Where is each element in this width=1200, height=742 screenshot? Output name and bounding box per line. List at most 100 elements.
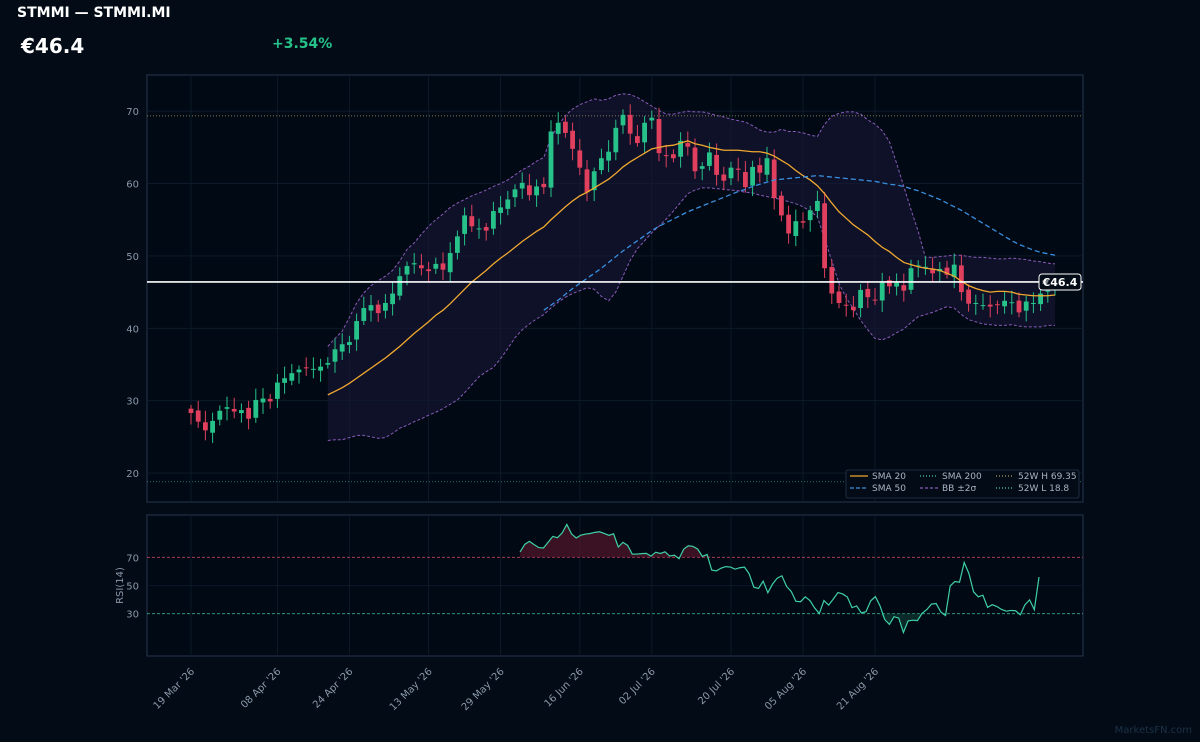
candle-body [390,293,395,305]
candle-body [894,282,899,287]
candle-body [1031,302,1036,304]
x-tick-label: 13 May '26 [388,666,435,713]
candle-body [275,382,280,399]
candle-body [375,304,381,314]
candle-body [505,199,511,209]
candle-body [527,185,532,196]
candle-body [462,215,467,234]
candle-body [980,305,986,307]
candle-body [411,263,417,265]
candle-body [786,214,791,234]
candle-body [1009,302,1015,304]
candle-body [1023,301,1029,311]
candle-body [822,203,827,269]
legend-label: 52W H 69.35 [1018,472,1077,482]
x-tick-label: 24 Apr '26 [311,666,355,710]
candle-body [296,369,302,373]
candle-body [635,136,640,144]
candle-body [973,302,979,304]
candle-body [512,189,518,198]
candle-body [714,154,719,175]
legend-label: 52W L 18.8 [1018,484,1069,494]
candle-body [455,236,460,253]
last-price-badge [1038,273,1082,291]
candle-body [1045,290,1051,292]
x-tick-label: 16 Jun '26 [543,666,586,709]
candle-body [419,265,424,269]
candle-body [872,299,878,301]
candle-body [383,302,388,311]
candle-body [721,174,727,181]
candle-body [865,288,871,298]
candle-body [483,227,489,231]
y-tick-label: 20 [126,469,139,480]
candle-body [779,195,784,216]
candle-body [253,399,259,418]
candle-body [476,228,482,230]
candle-body [692,147,698,172]
candle-body [188,408,194,413]
rsi-line [519,523,1040,635]
y-tick-label: 30 [126,397,139,408]
candle-body [649,117,655,121]
candle-body [995,304,1000,306]
sma20-line [327,140,1056,396]
candle-body [267,398,273,402]
candle-body [577,150,583,168]
candle-body [519,182,525,189]
legend-label: BB ±2σ [942,484,976,494]
sma50-line [543,174,1056,311]
legend-label: SMA 50 [872,484,906,494]
candle-body [203,422,208,431]
candle-body [325,363,331,365]
candle-body [397,276,403,296]
x-tick-label: 20 Jul '26 [696,666,737,707]
candle-body [829,267,835,294]
y-tick-label: 60 [126,180,139,191]
candle-body [815,200,820,211]
candle-body [620,114,626,126]
candle-body [599,158,604,171]
candle-body [548,131,554,188]
candle-body [656,119,662,154]
candle-body [858,289,863,309]
candle-body [793,221,799,237]
rsi-oversold-fill [520,613,1039,633]
candle-body [591,171,597,191]
candle-body [498,207,503,213]
candle-body [426,269,431,272]
candle-body [447,253,453,273]
candle-body [757,165,763,173]
candle-body [642,122,647,143]
candle-body [901,285,907,291]
candle-body [743,172,748,188]
legend-label: SMA 200 [942,472,982,482]
candle-body [332,349,338,362]
x-tick-label: 21 Aug '26 [835,666,881,712]
x-tick-label: 08 Apr '26 [239,666,283,710]
candle-body [339,344,345,352]
candle-body [239,410,244,414]
candle-body [851,306,856,311]
candle-body [1038,293,1043,305]
candle-body [966,289,971,304]
x-tick-label: 19 Mar '26 [152,666,198,712]
candle-body [354,321,359,340]
rsi-y-tick-label: 30 [126,610,139,621]
y-tick-label: 40 [126,324,139,335]
candle-body [318,366,323,371]
candle-body [923,266,928,268]
candle-body [224,407,230,409]
x-tick-label: 29 May '26 [460,666,507,713]
bollinger-band-fill [327,93,1055,441]
candle-body [210,420,215,433]
last-price-label: €46.4 [1042,276,1078,289]
candle-body [887,280,892,287]
candle-body [303,367,309,369]
candle-body [944,267,950,275]
candle-body [231,408,237,412]
candle-body [347,342,352,345]
candle-body [289,373,295,381]
candle-body [440,263,446,270]
